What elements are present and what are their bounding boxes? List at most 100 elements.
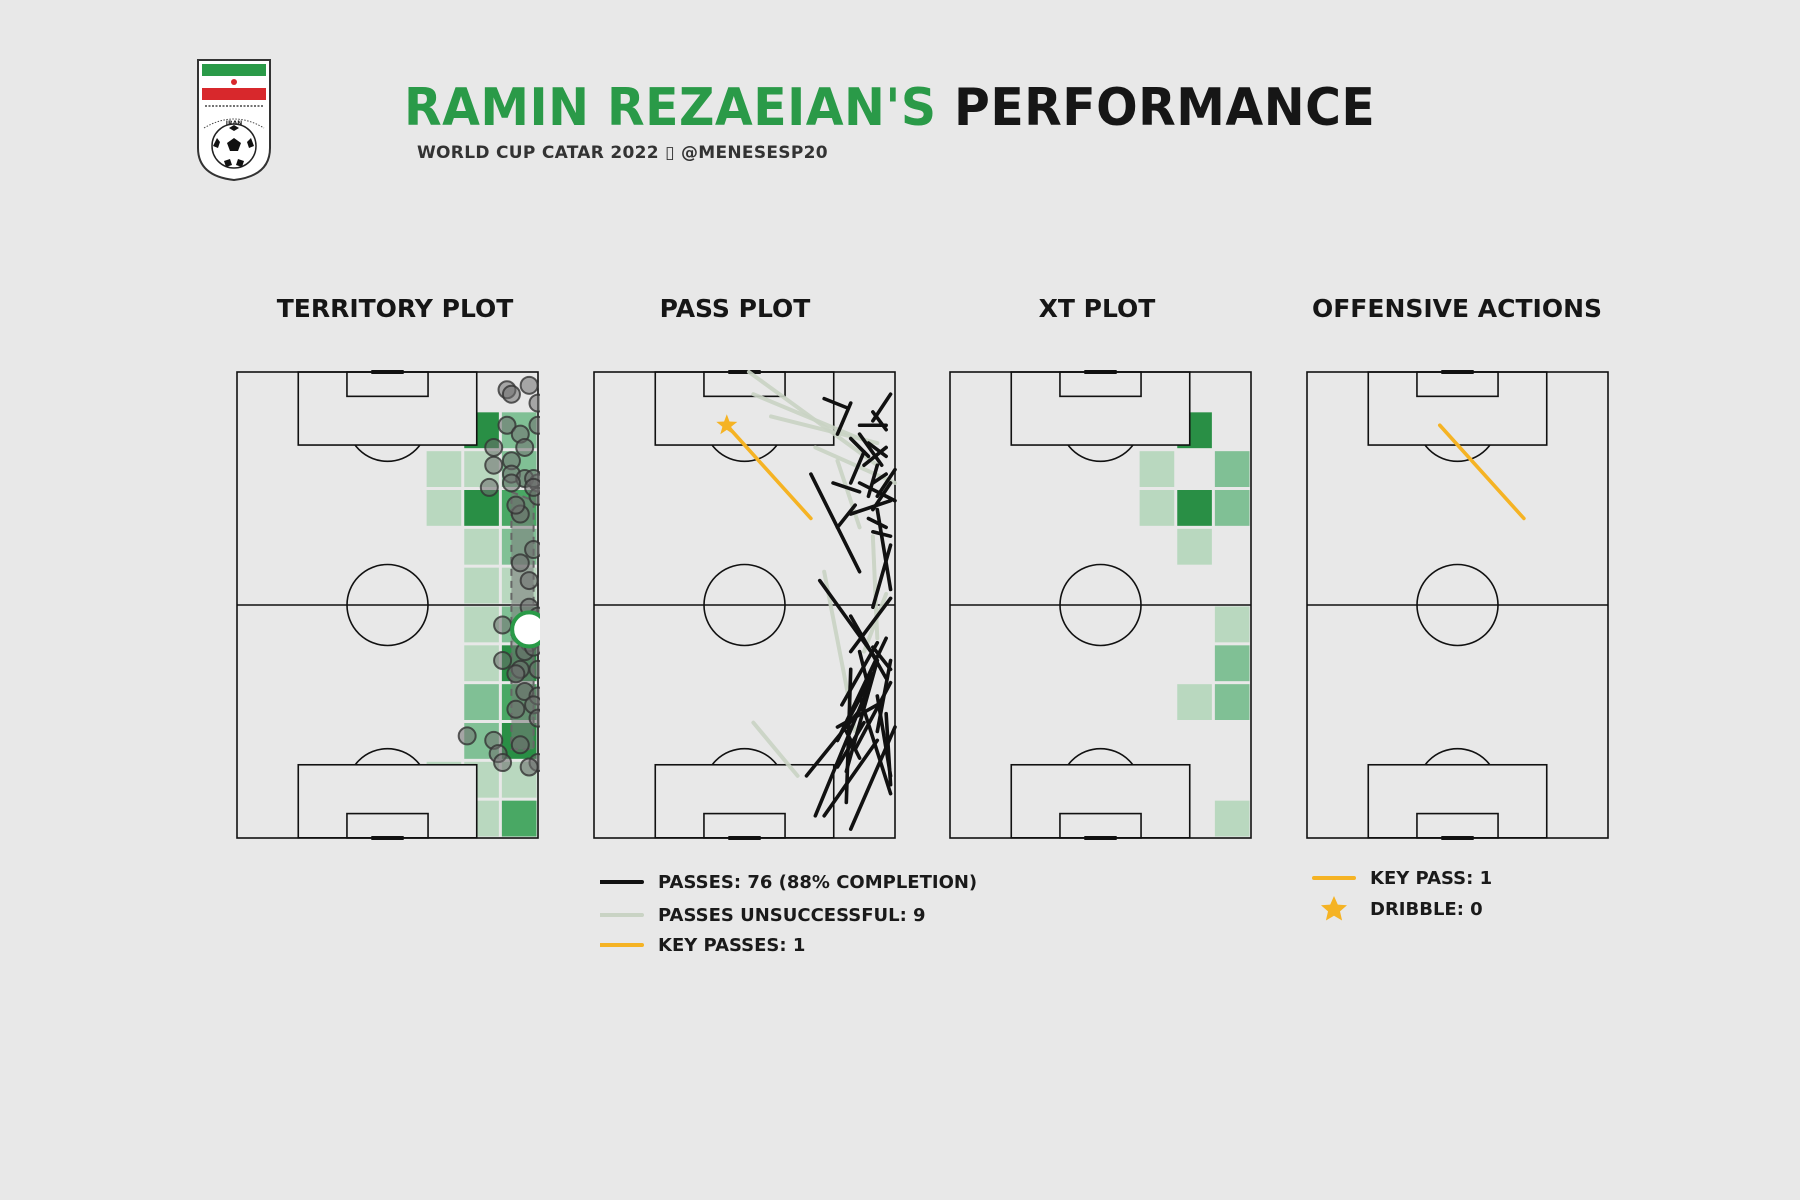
pass-completed — [835, 401, 853, 436]
heatmap-bin — [464, 528, 499, 565]
offensive-actions-title: OFFENSIVE ACTIONS — [1311, 294, 1603, 323]
pass-completed — [866, 516, 888, 530]
top-penalty-box — [1367, 371, 1548, 446]
pass-plot-title: PASS PLOT — [659, 294, 811, 323]
pass-plot — [593, 370, 897, 840]
page-title: RAMIN REZAEIAN'S PERFORMANCE — [404, 82, 1375, 134]
legend-line-icon — [600, 943, 644, 947]
touch-point — [524, 540, 540, 560]
center-circle — [346, 563, 429, 647]
heatmap-bin — [426, 490, 462, 526]
xt-plot-title: XT PLOT — [1038, 294, 1156, 323]
touch-point — [497, 415, 517, 435]
legend-passes-unsuccessful: PASSES UNSUCCESSFUL: 9 — [600, 902, 926, 928]
legend-key-pass: KEY PASS: 1 — [1312, 865, 1492, 891]
top-penalty-box — [297, 371, 478, 446]
heatmap-bin — [1214, 684, 1250, 720]
pitch-outline — [949, 371, 1252, 839]
heatmap-bin — [1139, 490, 1175, 526]
touch-point — [519, 375, 539, 395]
heatmap-bin — [464, 567, 499, 604]
legend-line-icon — [1312, 876, 1356, 880]
legend-label: PASSES: 76 (88% COMPLETION) — [658, 871, 978, 893]
pass-completed — [809, 472, 862, 574]
touch-point — [501, 384, 521, 404]
legend-passes: PASSES: 76 (88% COMPLETION) — [600, 869, 977, 895]
star-icon — [1321, 896, 1347, 921]
touch-point — [528, 659, 540, 679]
pass-unsuccessful — [769, 414, 880, 446]
top-penalty-box — [1010, 371, 1191, 446]
pass-completed — [866, 463, 880, 499]
heatmap-bin — [1177, 490, 1212, 526]
touch-point — [519, 757, 539, 777]
touch-point — [528, 415, 540, 435]
pass-completed — [862, 445, 888, 467]
pass-completed — [871, 645, 893, 672]
legend-line-icon — [600, 913, 644, 917]
pass-completed — [857, 432, 884, 467]
touch-point — [484, 455, 504, 475]
pass-completed — [857, 481, 897, 503]
pitch-outline — [593, 371, 896, 839]
touch-point — [524, 477, 540, 497]
center-circle — [1059, 563, 1142, 647]
pass-completed — [871, 392, 893, 423]
pass-completed — [848, 596, 893, 654]
pass-completed — [822, 396, 849, 410]
touch-point — [479, 477, 499, 497]
pass-completed — [866, 441, 888, 459]
pass-unsuccessful — [751, 392, 862, 441]
touch-point — [493, 615, 513, 635]
touch-point — [484, 437, 504, 457]
average-position-marker — [510, 610, 540, 649]
pitch-outline — [1306, 371, 1609, 839]
legend-line-icon — [600, 880, 644, 884]
pass-completed — [848, 498, 893, 516]
legend-label: KEY PASSES: 1 — [658, 934, 806, 956]
touch-point — [515, 437, 535, 457]
touch-point — [506, 664, 526, 684]
pass-completed — [817, 578, 880, 663]
federation-crest-icon: IRAN — [197, 59, 271, 182]
key-pass — [724, 423, 813, 521]
pass-completed — [835, 503, 857, 530]
legend-dribble: DRIBBLE: 0 — [1312, 896, 1483, 922]
pass-unsuccessful — [862, 591, 889, 654]
touch-point — [506, 699, 526, 719]
territory-plot-title: TERRITORY PLOT — [276, 294, 514, 323]
legend-key-passes: KEY PASSES: 1 — [600, 932, 805, 958]
key-pass-star — [716, 414, 738, 435]
legend-label: PASSES UNSUCCESSFUL: 9 — [658, 904, 926, 926]
key-pass — [1437, 423, 1526, 521]
pass-completed — [875, 467, 897, 499]
touch-point — [493, 650, 513, 670]
pass-completed — [835, 703, 880, 729]
pass-unsuccessful — [835, 458, 862, 530]
heatmap-bin — [1177, 528, 1212, 565]
touch-point — [528, 708, 540, 728]
pass-completed — [871, 529, 893, 539]
touch-point — [493, 753, 513, 773]
bottom-penalty-box — [1367, 763, 1548, 839]
heatmap-bin — [1214, 645, 1250, 682]
title-performance: PERFORMANCE — [954, 78, 1376, 138]
pass-completed — [857, 649, 871, 689]
pass-completed — [848, 436, 871, 459]
territory-plot — [236, 370, 540, 840]
touch-point — [519, 571, 539, 591]
pass-unsuccessful — [751, 720, 800, 778]
heatmap-bin — [501, 800, 537, 837]
xt-plot — [949, 370, 1252, 840]
legend-label: DRIBBLE: 0 — [1370, 898, 1483, 920]
pass-completed — [840, 640, 880, 707]
heatmap-bin — [464, 684, 499, 720]
pass-completed — [871, 543, 893, 610]
heatmap-bin — [1214, 606, 1250, 643]
heatmap-bin — [1177, 684, 1212, 720]
pass-completed — [831, 481, 862, 494]
heatmap-bin — [1214, 800, 1250, 837]
heatmap-bin — [426, 451, 462, 487]
touch-point — [510, 735, 530, 755]
bottom-penalty-box — [1010, 763, 1191, 839]
